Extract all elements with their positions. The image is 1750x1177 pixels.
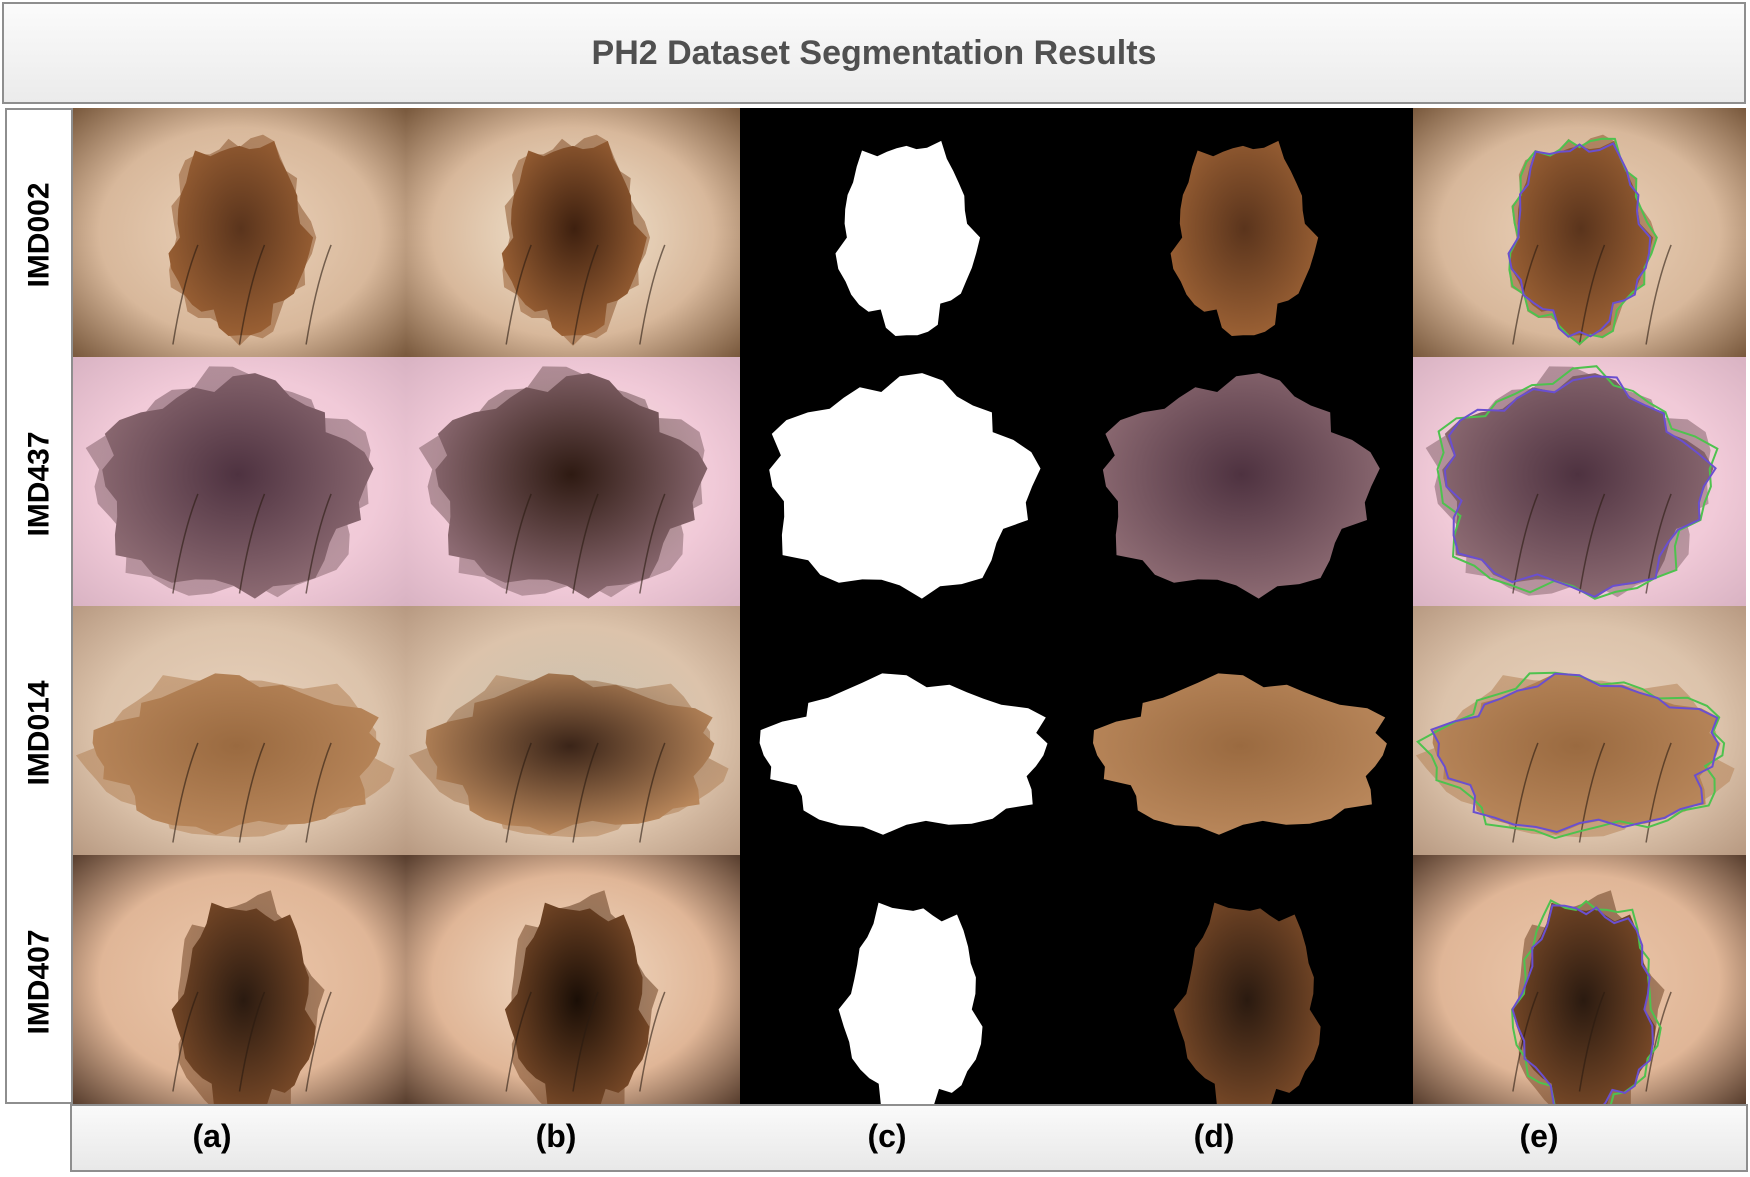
hair-stroke (1578, 991, 1606, 1092)
hair-stroke (572, 742, 599, 843)
hair-stroke (572, 244, 599, 345)
column-label-panel: (a) (b) (c) (d) (e) (70, 1104, 1748, 1172)
lesion (1508, 140, 1654, 336)
hair-stroke (505, 742, 532, 843)
hair-stroke (1512, 244, 1539, 345)
segmented-lesion (1102, 373, 1380, 599)
cell-r1-c4 (1073, 108, 1413, 357)
lesion (435, 373, 708, 599)
hair-stroke (639, 991, 666, 1092)
cell-r3-c1 (73, 606, 406, 855)
hair-stroke (172, 991, 199, 1092)
hair-stroke (1578, 493, 1606, 594)
hair-stroke (238, 991, 266, 1092)
hair-stroke (1578, 742, 1606, 843)
cell-r2-c3 (740, 357, 1073, 606)
hair-stroke (639, 742, 666, 843)
hair-stroke (1645, 244, 1672, 345)
row-label-1: IMD002 (23, 181, 57, 288)
hair-stroke (639, 244, 666, 345)
ground-truth-outline (1416, 671, 1726, 840)
segmented-lesion (1173, 902, 1321, 1104)
hair-stroke (305, 244, 332, 345)
cell-r4-c2 (406, 855, 740, 1104)
lesion (171, 902, 316, 1104)
figure-title: PH2 Dataset Segmentation Results (591, 33, 1157, 72)
cell-r1-c2 (406, 108, 740, 357)
hair-stroke (1512, 742, 1539, 843)
predicted-outline (1507, 142, 1652, 338)
hair-stroke (305, 991, 332, 1092)
cell-r4-c4 (1073, 855, 1413, 1104)
hair-stroke (238, 742, 266, 843)
cell-r1-c3 (740, 108, 1073, 357)
hair-stroke (505, 244, 532, 345)
segmented-lesion (1170, 140, 1319, 336)
predicted-outline (1511, 904, 1654, 1104)
predicted-outline (1443, 375, 1717, 598)
hair-stroke (305, 742, 332, 843)
hair-stroke (238, 493, 266, 594)
hair-stroke (572, 493, 599, 594)
column-label-b: (b) (535, 1118, 577, 1154)
hair-stroke (238, 244, 266, 345)
hair-stroke (505, 991, 532, 1092)
mask-region (769, 373, 1041, 599)
lesion (102, 373, 374, 599)
lesion (1511, 902, 1656, 1104)
hair-stroke (572, 991, 599, 1092)
hair-stroke (1512, 991, 1539, 1092)
mask-region (759, 673, 1048, 835)
column-label-c: (c) (867, 1118, 907, 1154)
hair-stroke (172, 742, 199, 843)
column-label-e: (e) (1519, 1118, 1559, 1154)
cell-r4-c5 (1413, 855, 1746, 1104)
hair-stroke (1645, 742, 1672, 843)
row-label-3: IMD014 (23, 679, 57, 786)
column-label-a: (a) (192, 1118, 232, 1154)
predicted-outline (1430, 672, 1720, 834)
lesion (425, 673, 715, 835)
image-grid (73, 108, 1746, 1104)
hair-stroke (172, 244, 199, 345)
lesion (92, 673, 381, 835)
cell-r3-c4 (1073, 606, 1413, 855)
title-bar: PH2 Dataset Segmentation Results (2, 2, 1746, 104)
lesion (504, 902, 650, 1104)
cell-r3-c3 (740, 606, 1073, 855)
hair-stroke (172, 493, 199, 594)
ground-truth-outline (1436, 365, 1719, 600)
hair-stroke (305, 493, 332, 594)
lesion (168, 140, 314, 336)
hair-stroke (639, 493, 666, 594)
hair-stroke (505, 493, 532, 594)
cell-r3-c5 (1413, 606, 1746, 855)
cell-r1-c5 (1413, 108, 1746, 357)
cell-r2-c5 (1413, 357, 1746, 606)
cell-r2-c1 (73, 357, 406, 606)
cell-r2-c2 (406, 357, 740, 606)
mask-region (835, 140, 981, 336)
cell-r1-c1 (73, 108, 406, 357)
lesion (1442, 373, 1714, 599)
mask-region (838, 902, 983, 1104)
cell-r4-c1 (73, 855, 406, 1104)
cell-r3-c2 (406, 606, 740, 855)
cell-r4-c3 (740, 855, 1073, 1104)
hair-stroke (1645, 991, 1672, 1092)
row-label-2: IMD437 (23, 430, 57, 537)
row-label-panel: IMD002 IMD437 IMD014 IMD407 (5, 108, 73, 1104)
column-label-d: (d) (1193, 1118, 1235, 1154)
cell-r2-c4 (1073, 357, 1413, 606)
lesion (501, 140, 647, 336)
lesion (1432, 673, 1721, 835)
row-label-4: IMD407 (23, 928, 57, 1035)
segmented-lesion (1093, 673, 1387, 835)
